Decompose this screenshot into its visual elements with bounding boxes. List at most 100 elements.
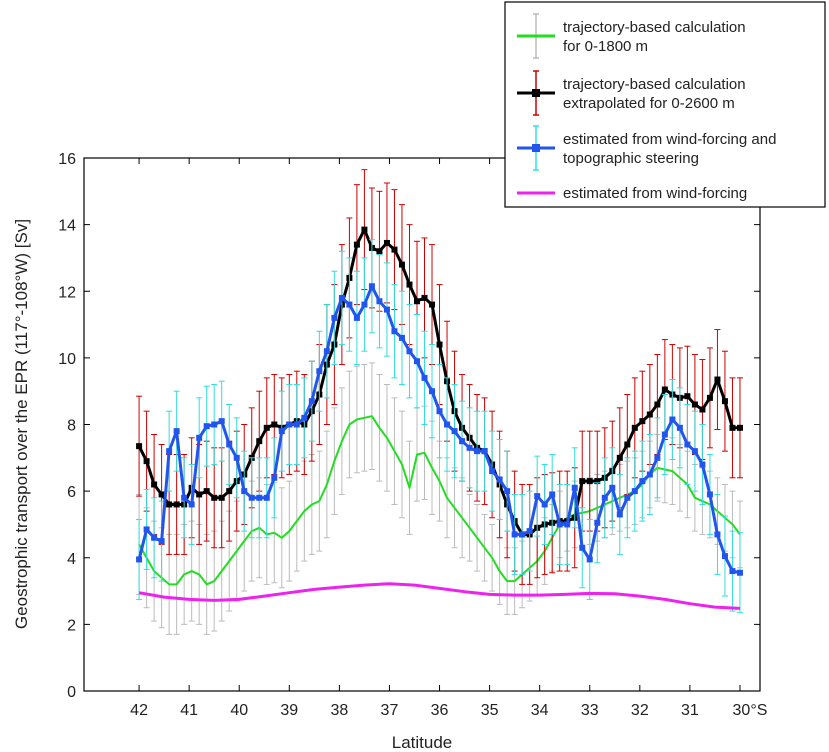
- data-point: [383, 239, 390, 246]
- data-point: [196, 434, 203, 441]
- data-point: [278, 428, 285, 435]
- series-3: [138, 582, 741, 610]
- legend-marker: [532, 89, 540, 97]
- data-point: [519, 531, 526, 538]
- x-tick-label: 34: [531, 702, 549, 719]
- legend-marker: [532, 144, 540, 152]
- legend-label: trajectory-based calculation: [563, 19, 746, 36]
- data-point: [316, 368, 323, 375]
- y-tick-label: 10: [58, 351, 76, 368]
- data-point: [624, 441, 631, 448]
- data-point: [729, 568, 736, 575]
- data-point: [459, 438, 466, 445]
- x-axis-label: Latitude: [392, 733, 453, 752]
- series-2: [136, 239, 743, 614]
- legend-label: topographic steering: [563, 150, 699, 167]
- data-point: [549, 491, 556, 498]
- data-point: [166, 448, 173, 455]
- data-point: [376, 248, 383, 255]
- data-point: [398, 261, 405, 268]
- data-point: [564, 521, 571, 528]
- x-tick-label: 31: [681, 702, 699, 719]
- data-point: [556, 521, 563, 528]
- data-point: [616, 454, 623, 461]
- data-point: [353, 314, 360, 321]
- y-tick-label: 6: [67, 484, 76, 501]
- data-point: [226, 488, 233, 495]
- y-tick-label: 2: [67, 617, 76, 634]
- data-point: [136, 443, 143, 450]
- data-point: [541, 501, 548, 508]
- data-point: [691, 401, 698, 408]
- data-point: [421, 374, 428, 381]
- data-point: [406, 281, 413, 288]
- legend: trajectory-based calculation for 0-1800 m…: [504, 1, 826, 208]
- data-point: [729, 424, 736, 431]
- data-point: [616, 511, 623, 518]
- data-point: [661, 386, 668, 393]
- y-tick-label: 12: [58, 284, 76, 301]
- data-point: [173, 428, 180, 435]
- plot-area: [136, 169, 743, 635]
- data-point: [286, 421, 293, 428]
- data-point: [721, 553, 728, 560]
- data-point: [736, 424, 743, 431]
- data-point: [481, 448, 488, 455]
- data-point: [143, 458, 150, 465]
- data-point: [271, 474, 278, 481]
- data-point: [466, 444, 473, 451]
- data-point: [413, 358, 420, 365]
- data-point: [691, 448, 698, 455]
- data-point: [676, 424, 683, 431]
- data-point: [256, 494, 263, 501]
- data-point: [188, 501, 195, 508]
- data-point: [639, 418, 646, 425]
- legend-entry-2: estimated from wind-forcing and topograph…: [517, 125, 776, 171]
- data-point: [368, 283, 375, 290]
- data-point: [436, 341, 443, 348]
- data-point: [263, 424, 270, 431]
- data-point: [361, 226, 368, 233]
- data-point: [699, 406, 706, 413]
- data-point: [151, 481, 158, 488]
- data-point: [721, 398, 728, 405]
- data-point: [391, 328, 398, 335]
- x-tick-label: 37: [381, 702, 399, 719]
- data-point: [706, 491, 713, 498]
- data-point: [526, 528, 533, 535]
- x-tick-label: 33: [581, 702, 599, 719]
- series-3-line: [138, 582, 741, 610]
- data-point: [496, 476, 503, 483]
- data-point: [323, 348, 330, 355]
- legend-entry-0: trajectory-based calculation for 0-1800 m: [517, 13, 746, 59]
- data-point: [489, 468, 496, 475]
- data-point: [383, 306, 390, 313]
- data-point: [594, 478, 601, 485]
- data-point: [706, 394, 713, 401]
- data-point: [158, 491, 165, 498]
- y-axis-label: Geostrophic transport over the EPR (117°…: [12, 219, 31, 629]
- x-tick-label: 32: [631, 702, 649, 719]
- axis-ticks: 42 41 40 39 38 37 36 35 34 33 32 31 30°S 0 2 4 6 8 10 12 14 1…: [58, 151, 767, 719]
- data-point: [639, 478, 646, 485]
- data-point: [444, 421, 451, 428]
- data-point: [308, 398, 315, 405]
- series-2-markers: [136, 283, 743, 576]
- legend-label: extrapolated for 0-2600 m: [563, 95, 735, 112]
- data-point: [631, 424, 638, 431]
- data-point: [398, 334, 405, 341]
- data-point: [601, 494, 608, 501]
- data-point: [699, 461, 706, 468]
- data-point: [421, 294, 428, 301]
- legend-label: estimated from wind-forcing and: [563, 131, 776, 148]
- data-point: [586, 556, 593, 563]
- data-point: [271, 421, 278, 428]
- data-point: [579, 478, 586, 485]
- data-point: [436, 408, 443, 415]
- data-point: [218, 494, 225, 501]
- data-point: [413, 298, 420, 305]
- data-point: [248, 494, 255, 501]
- data-point: [511, 531, 518, 538]
- data-point: [301, 414, 308, 421]
